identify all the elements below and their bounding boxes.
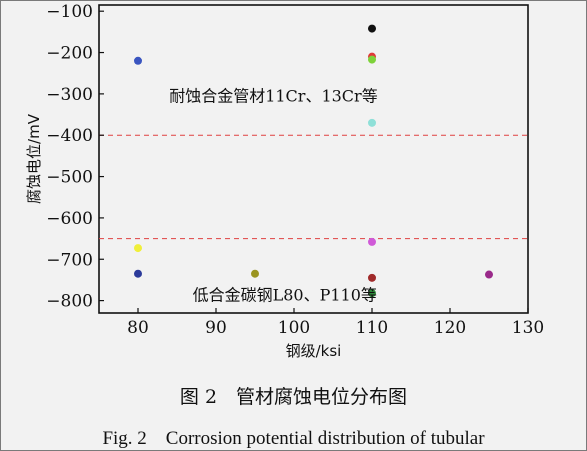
- reference-lines: [99, 134, 528, 240]
- data-point: [485, 270, 493, 279]
- x-tick-label: 100: [278, 318, 310, 338]
- data-points: [134, 24, 493, 298]
- data-point: [134, 56, 142, 65]
- data-point: [368, 289, 376, 298]
- x-tick-label: 120: [434, 318, 466, 338]
- x-tick-label: 90: [205, 318, 227, 338]
- data-point: [251, 269, 259, 278]
- plot-area: [98, 4, 529, 314]
- y-tick-label: −300: [46, 85, 93, 105]
- x-tick-label: 130: [512, 318, 544, 338]
- data-point: [368, 273, 376, 282]
- y-tick-label: −800: [46, 292, 93, 312]
- data-point: [134, 244, 142, 253]
- y-axis-ticks: −100 −200 −300 −400 −500 −600 −700 −800: [46, 2, 104, 312]
- x-tick-label: 80: [127, 318, 149, 338]
- y-tick-label: −700: [46, 250, 93, 270]
- annotation-2: 低合金碳钢L80、P110等: [193, 286, 377, 305]
- y-tick-label: −600: [46, 209, 93, 229]
- x-tick-label: 110: [356, 318, 388, 338]
- x-axis-title: 钢级/ksi: [286, 342, 342, 360]
- y-tick-label: −400: [46, 126, 93, 146]
- x-axis-ticks: 80 90 100 110 120 130: [127, 308, 544, 338]
- data-point: [368, 118, 376, 127]
- figure-caption-chinese: 图 2 管材腐蚀电位分布图: [179, 386, 408, 408]
- data-point: [134, 269, 142, 278]
- annotation-1: 耐蚀合金管材11Cr、13Cr等: [169, 86, 378, 105]
- data-point: [368, 24, 376, 33]
- y-tick-label: −200: [46, 44, 93, 64]
- data-point: [368, 55, 376, 64]
- data-point: [368, 237, 376, 246]
- y-axis-title: 腐蚀电位/mV: [25, 113, 43, 204]
- plot-frame: [98, 4, 529, 314]
- y-tick-label: −100: [46, 2, 93, 22]
- figure-caption-english: Fig. 2 Corrosion potential distribution …: [102, 428, 485, 449]
- y-tick-label: −500: [46, 168, 93, 188]
